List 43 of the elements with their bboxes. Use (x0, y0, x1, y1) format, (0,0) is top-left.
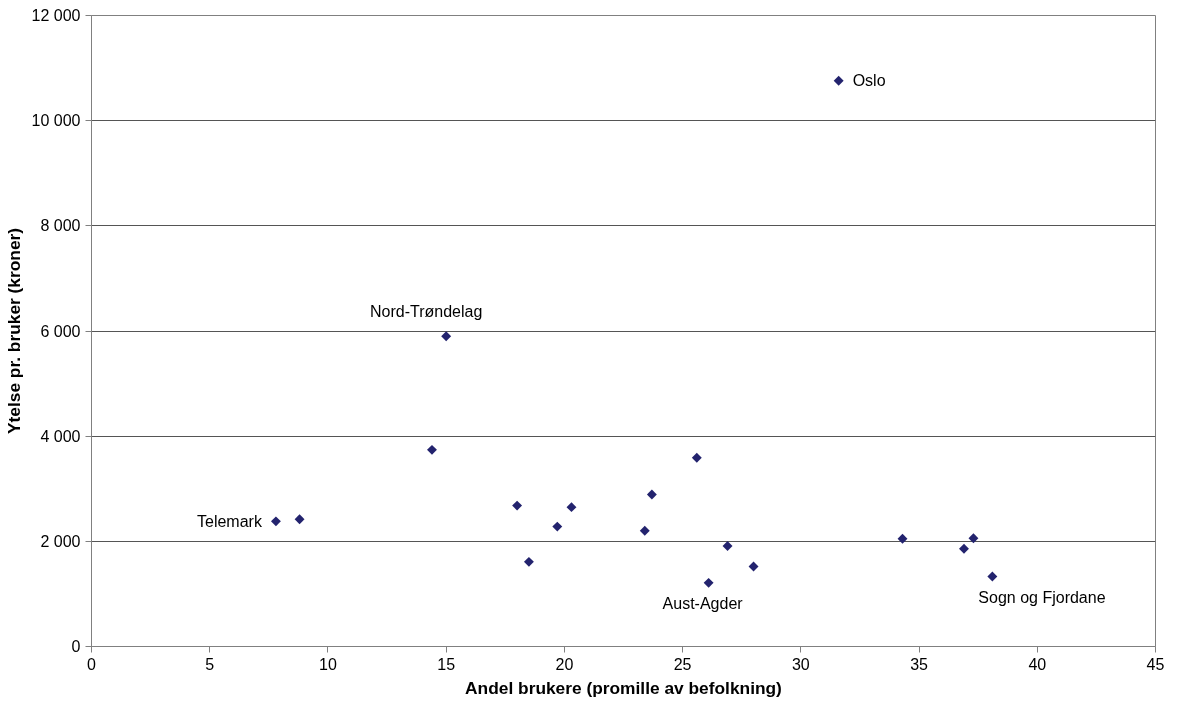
y-tick-label: 10 000 (31, 112, 81, 130)
point (833, 75, 844, 86)
x-tick-label: 35 (910, 655, 929, 673)
annotation: Oslo (852, 72, 886, 90)
point (427, 444, 437, 455)
x-tick-label: 5 (205, 655, 215, 673)
x-tick-label: 0 (87, 655, 97, 673)
point (523, 556, 534, 567)
x-tick-label: 25 (673, 655, 692, 673)
annotation: Telemark (197, 512, 263, 530)
x-tick-label: 10 (319, 655, 337, 673)
point (968, 533, 979, 544)
point (722, 541, 733, 552)
point (987, 571, 998, 582)
point (552, 521, 563, 532)
x-tick-label: 20 (555, 655, 574, 673)
x-tick-label: 40 (1028, 655, 1047, 673)
point (703, 577, 714, 588)
point (748, 561, 759, 572)
annotation: Sogn og Fjordane (978, 588, 1106, 606)
annotation: Nord-Trøndelag (370, 303, 483, 321)
point (512, 500, 523, 511)
y-tick-label: 12 000 (31, 7, 81, 24)
y-tick-label: 8 000 (40, 217, 81, 235)
point (646, 489, 657, 500)
annotation: Aust-Agder (662, 594, 744, 612)
point (270, 516, 281, 527)
point (294, 514, 305, 525)
point (691, 452, 702, 463)
y-tick-label: 4 000 (40, 427, 81, 445)
y-tick-label: 0 (71, 638, 81, 655)
y-tick-label: 6 000 (40, 322, 81, 340)
point (441, 331, 452, 342)
point (897, 533, 908, 544)
point (566, 502, 577, 513)
y-tick-label: 2 000 (40, 532, 81, 550)
x-tick-label: 15 (437, 655, 456, 673)
x-axis-title: Andel brukere (promille av befolkning) (465, 677, 782, 698)
y-axis-title: Ytelse pr. bruker (kroner) (3, 227, 24, 435)
x-tick-label: 30 (791, 655, 810, 673)
point (639, 525, 650, 536)
x-tick-label: 45 (1146, 655, 1165, 673)
point (959, 543, 969, 554)
